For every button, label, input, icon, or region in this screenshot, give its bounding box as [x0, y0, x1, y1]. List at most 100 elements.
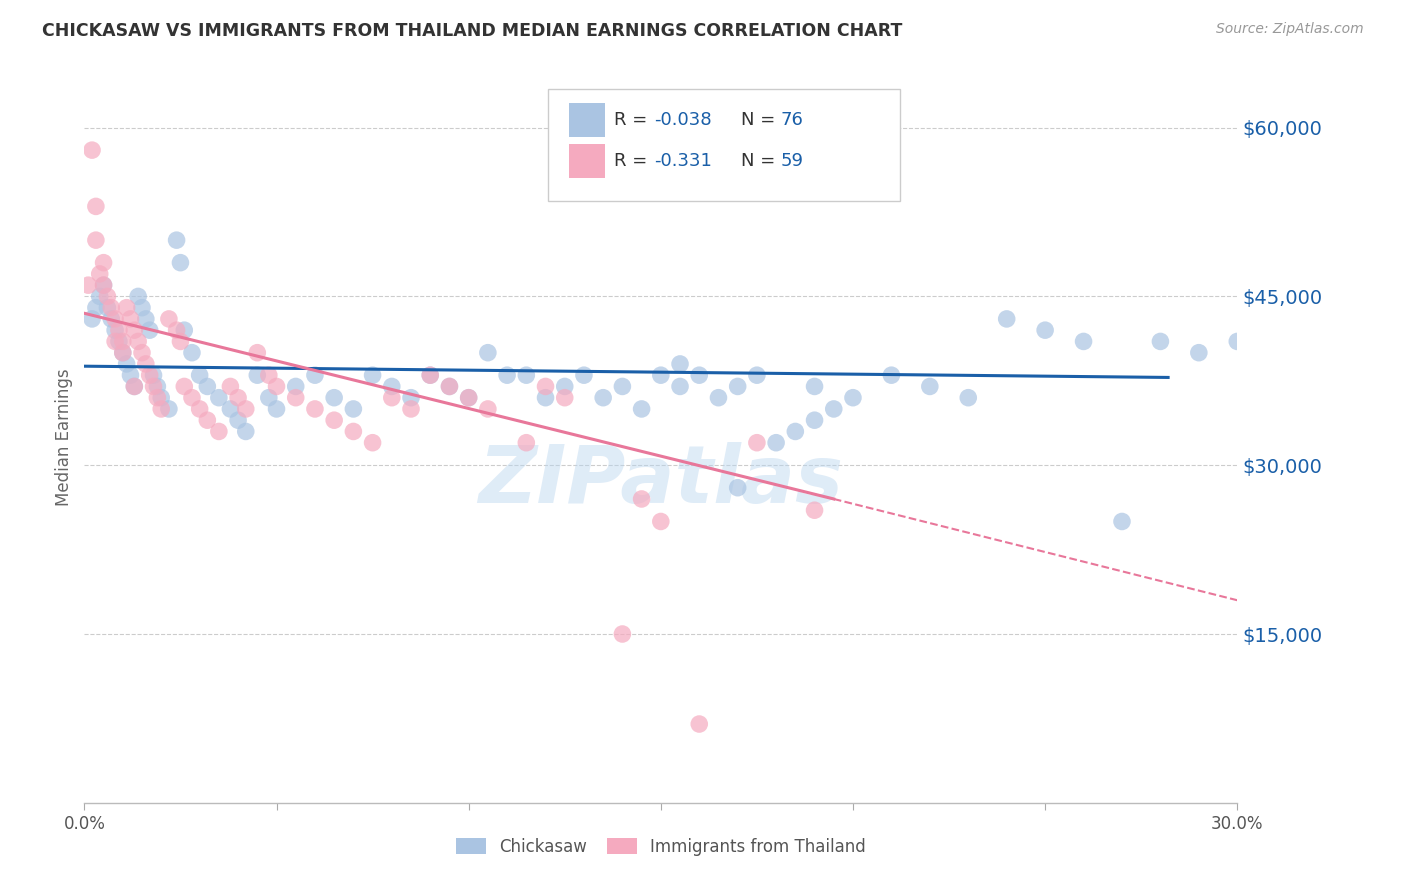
Point: [918, 379, 941, 393]
Point: [323, 413, 346, 427]
Point: [284, 391, 307, 405]
Text: 76: 76: [780, 112, 803, 129]
Point: [785, 425, 807, 439]
Point: [104, 334, 127, 349]
Point: [361, 435, 384, 450]
Point: [592, 391, 614, 405]
Point: [104, 323, 127, 337]
Point: [124, 379, 146, 393]
Point: [166, 323, 188, 337]
Point: [146, 391, 169, 405]
Point: [138, 323, 160, 337]
Point: [138, 368, 160, 383]
Point: [115, 357, 138, 371]
Point: [612, 627, 634, 641]
Point: [181, 345, 204, 359]
Point: [150, 391, 173, 405]
Point: [100, 301, 122, 315]
Point: [135, 357, 157, 371]
Y-axis label: Median Earnings: Median Earnings: [55, 368, 73, 506]
Point: [880, 368, 903, 383]
Point: [572, 368, 595, 383]
Point: [439, 379, 461, 393]
Point: [630, 401, 652, 416]
Point: [419, 368, 441, 383]
Point: [124, 379, 146, 393]
Point: [169, 255, 191, 269]
Point: [257, 368, 280, 383]
Text: 59: 59: [780, 152, 803, 169]
Point: [131, 345, 153, 359]
Point: [457, 391, 479, 405]
Point: [381, 391, 404, 405]
Point: [77, 278, 100, 293]
Point: [111, 334, 134, 349]
Point: [457, 391, 479, 405]
Point: [842, 391, 865, 405]
Point: [342, 401, 364, 416]
Text: -0.038: -0.038: [654, 112, 711, 129]
Point: [120, 368, 142, 383]
Point: [612, 379, 634, 393]
Point: [727, 481, 749, 495]
Point: [111, 345, 134, 359]
Point: [173, 379, 195, 393]
Point: [208, 425, 231, 439]
Text: Source: ZipAtlas.com: Source: ZipAtlas.com: [1216, 22, 1364, 37]
Text: ZIPatlas: ZIPatlas: [478, 442, 844, 520]
Point: [304, 368, 326, 383]
Point: [554, 391, 576, 405]
Point: [745, 368, 768, 383]
Point: [219, 379, 242, 393]
Text: N =: N =: [741, 112, 780, 129]
Point: [226, 413, 249, 427]
Point: [226, 391, 249, 405]
Point: [93, 278, 115, 293]
Point: [120, 312, 142, 326]
Text: R =: R =: [614, 112, 654, 129]
Point: [669, 357, 692, 371]
Point: [650, 515, 672, 529]
Point: [142, 379, 165, 393]
Point: [803, 379, 825, 393]
Point: [399, 391, 422, 405]
Point: [115, 301, 138, 315]
Point: [745, 435, 768, 450]
Point: [150, 401, 173, 416]
Point: [127, 289, 149, 303]
Point: [803, 503, 825, 517]
Point: [80, 312, 103, 326]
Text: N =: N =: [741, 152, 780, 169]
Point: [284, 379, 307, 393]
Point: [246, 368, 269, 383]
Point: [93, 278, 115, 293]
Point: [195, 379, 218, 393]
Point: [669, 379, 692, 393]
Point: [157, 401, 180, 416]
Text: R =: R =: [614, 152, 654, 169]
Point: [96, 289, 118, 303]
Point: [1226, 334, 1249, 349]
Point: [304, 401, 326, 416]
Point: [439, 379, 461, 393]
Point: [688, 368, 710, 383]
Point: [554, 379, 576, 393]
Point: [1033, 323, 1056, 337]
Point: [496, 368, 519, 383]
Point: [135, 312, 157, 326]
Point: [1073, 334, 1095, 349]
Point: [707, 391, 730, 405]
Point: [361, 368, 384, 383]
Point: [166, 233, 188, 247]
Point: [342, 425, 364, 439]
Point: [96, 301, 118, 315]
Point: [219, 401, 242, 416]
Point: [84, 199, 107, 213]
Point: [195, 413, 218, 427]
Point: [188, 401, 211, 416]
Point: [84, 301, 107, 315]
Point: [169, 334, 191, 349]
Point: [266, 379, 288, 393]
Point: [688, 717, 710, 731]
Point: [266, 401, 288, 416]
